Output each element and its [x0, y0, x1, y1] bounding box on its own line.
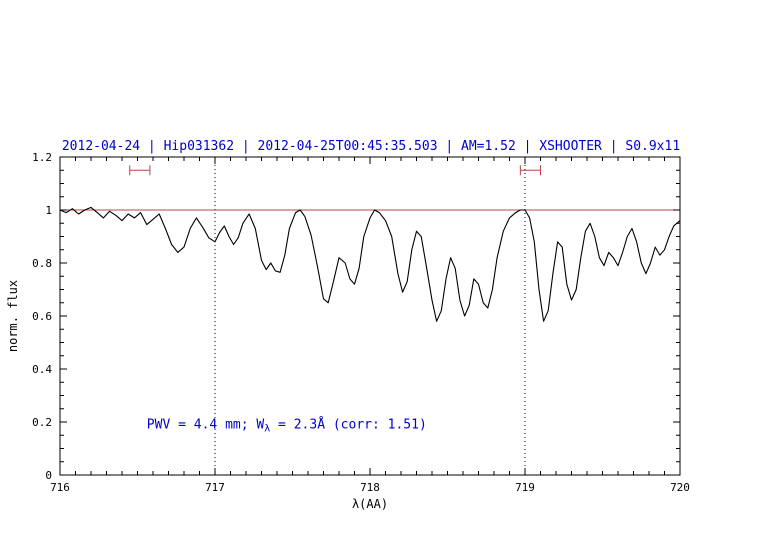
x-tick-label: 719 — [515, 481, 535, 494]
x-tick-label: 717 — [205, 481, 225, 494]
plot-frame — [59, 156, 681, 476]
y-tick-label: 0.6 — [32, 310, 52, 323]
pwv-annotation: PWV = 4.4 mm; Wλ = 2.3Å (corr: 1.51) — [147, 417, 427, 435]
x-tick-label: 720 — [670, 481, 690, 494]
y-tick-label: 0.4 — [32, 363, 52, 376]
y-tick-label: 1.2 — [32, 151, 52, 164]
y-tick-label: 0 — [45, 469, 52, 482]
y-tick-label: 0.8 — [32, 257, 52, 270]
y-tick-label: 0.2 — [32, 416, 52, 429]
x-tick-label: 716 — [50, 481, 70, 494]
x-tick-label: 718 — [360, 481, 380, 494]
y-axis-label: norm. flux — [6, 280, 20, 352]
x-axis-label: λ(AA) — [352, 497, 388, 511]
plot-generated-layer: 716 717 718 719 720 0 0.2 0.4 0.6 0.8 1 1.2 PWV = 4.… — [32, 151, 690, 494]
y-tick-label: 1 — [45, 204, 52, 217]
plot-title: 2012-04-24 | Hip031362 | 2012-04-25T00:4… — [62, 139, 680, 154]
spectrum-line — [59, 206, 681, 322]
